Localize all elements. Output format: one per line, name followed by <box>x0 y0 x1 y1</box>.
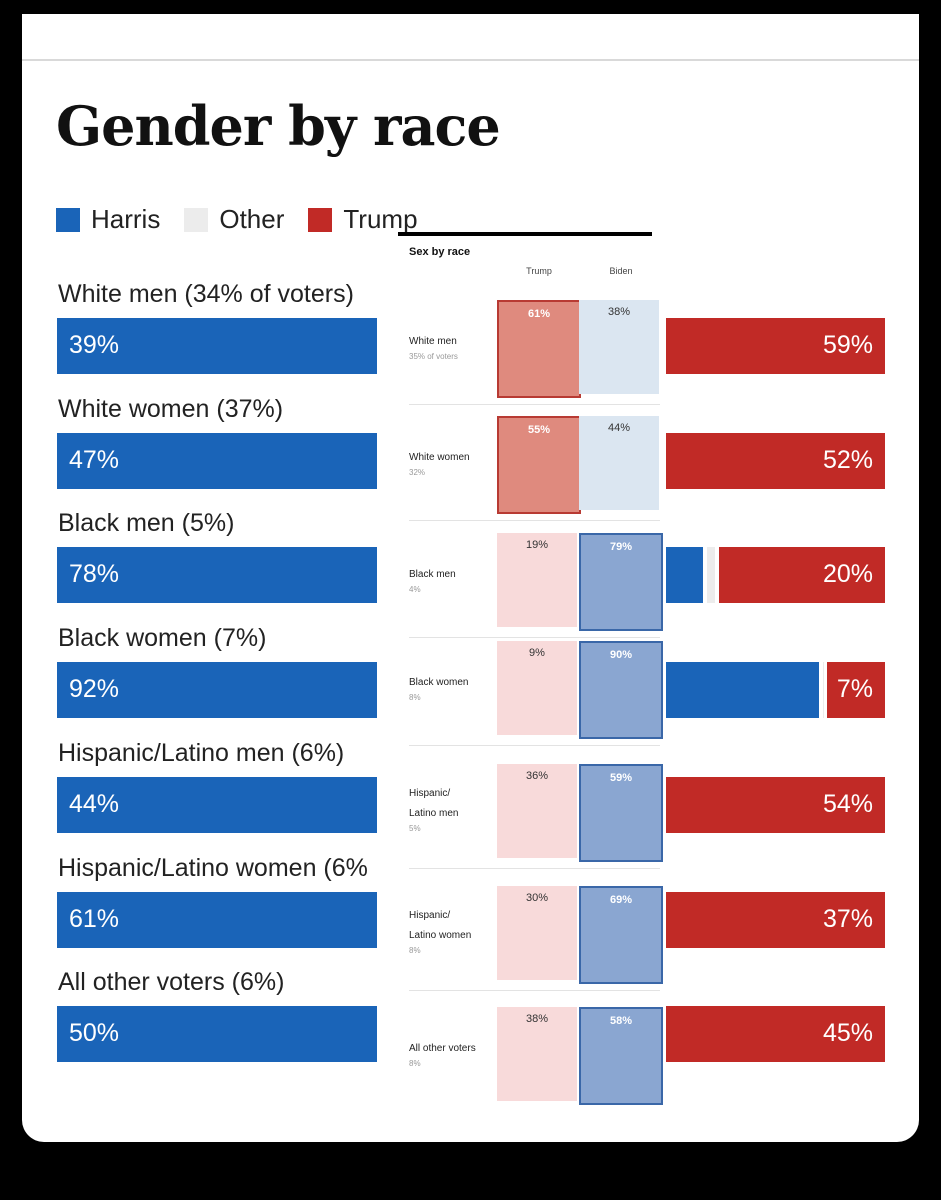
legend-swatch-other <box>184 207 209 232</box>
trump-value-label: 19% <box>525 539 549 551</box>
panel-row: Hispanic/Latino men 5% 36% 59% <box>377 762 666 869</box>
row-label: Black men (5%) <box>58 509 235 538</box>
panel-row: White men 35% of voters 61% 38% <box>377 298 666 405</box>
trump-value-label: 61% <box>527 308 551 320</box>
biden-value-box: 59% <box>579 764 663 862</box>
harris-value-label: 78% <box>69 560 120 589</box>
biden-value-label: 38% <box>607 306 631 318</box>
legend-swatch-harris <box>56 207 80 232</box>
trump-value-label: 54% <box>822 789 873 818</box>
panel-row-label: Black women <box>409 677 469 688</box>
panel-row-share: 8% <box>409 946 421 955</box>
trump-value-box: 36% <box>497 764 577 858</box>
trump-value-label: 7% <box>836 675 873 704</box>
harris-value-label: 50% <box>69 1019 120 1048</box>
trump-value-box: 9% <box>497 641 577 735</box>
column-head-biden: Biden <box>609 266 633 276</box>
panel-row-share: 35% of voters <box>409 352 458 361</box>
panel-row-label: White women <box>409 452 470 463</box>
trump-value-label: 37% <box>822 904 873 933</box>
harris-value-label: 47% <box>69 445 120 474</box>
trump-value-label: 38% <box>525 1013 549 1025</box>
harris-value-label: 92% <box>69 675 120 704</box>
trump-value-box: 38% <box>497 1007 577 1101</box>
panel-row: White women 32% 55% 44% <box>377 414 666 521</box>
harris-value-label: 61% <box>69 904 120 933</box>
panel-row-label: Latino men <box>409 808 459 819</box>
trump-value-box: 19% <box>497 533 577 627</box>
panel-row-label: Hispanic/ <box>409 910 451 921</box>
panel-row-divider <box>409 868 660 869</box>
harris-bar <box>57 318 380 374</box>
trump-value-box: 55% <box>497 416 581 514</box>
panel-row-divider <box>409 404 660 405</box>
row-label: White women (37%) <box>58 394 284 423</box>
row-label: Hispanic/Latino men (6%) <box>58 738 345 767</box>
biden-value-box: 90% <box>579 641 663 739</box>
panel-title: Sex by race <box>409 246 471 258</box>
panel-row-divider <box>409 637 660 638</box>
biden-value-label: 69% <box>609 894 633 906</box>
panel-row-share: 32% <box>409 468 426 477</box>
panel-row-divider <box>409 745 660 746</box>
trump-value-label: 30% <box>525 892 549 904</box>
column-head-trump: Trump <box>526 266 552 276</box>
panel-row-share: 4% <box>409 585 421 594</box>
chart-title: Gender by race <box>56 94 501 158</box>
legend-label-other: Other <box>219 204 285 234</box>
trump-value-label: 59% <box>822 331 873 359</box>
panel-row-share: 8% <box>409 693 421 702</box>
panel-row: All other voters 8% 38% 58% <box>377 1005 666 1109</box>
biden-value-label: 79% <box>609 541 633 553</box>
panel-row: Black women 8% 9% 90% <box>377 639 666 746</box>
harris-bar <box>57 776 422 833</box>
legend: Harris Other Trump <box>56 204 442 235</box>
legend-label-harris: Harris <box>91 204 161 234</box>
biden-value-box: 38% <box>579 300 659 394</box>
panel-row-divider <box>409 990 660 991</box>
other-bar <box>706 547 716 604</box>
biden-value-box: 44% <box>579 416 659 510</box>
panel-row-share: 8% <box>409 1059 421 1068</box>
trump-bar <box>827 662 885 719</box>
trump-bar <box>719 547 885 604</box>
trump-value-label: 20% <box>822 560 873 589</box>
panel-row-label: Hispanic/ <box>409 788 451 799</box>
row-label: White men (34% of voters) <box>58 280 354 308</box>
harris-value-label: 44% <box>69 789 120 818</box>
panel-row-label: Latino women <box>409 930 472 941</box>
legend-label-trump: Trump <box>343 204 418 234</box>
biden-value-box: 69% <box>579 886 663 984</box>
panel-row-label: White men <box>409 336 457 347</box>
panel-row-label: Black men <box>409 569 456 580</box>
sex-by-race-panel: Sex by race Trump Biden White men 35% of … <box>377 232 666 1115</box>
trump-value-box: 30% <box>497 886 577 980</box>
biden-value-box: 79% <box>579 533 663 631</box>
panel-top-rule <box>398 232 652 236</box>
trump-value-label: 36% <box>525 770 549 782</box>
trump-value-box: 61% <box>497 300 581 398</box>
panel-row: Black men 4% 19% 79% <box>377 531 666 638</box>
biden-value-label: 44% <box>607 422 631 434</box>
trump-value-label: 52% <box>822 445 873 474</box>
panel-row-label: All other voters <box>409 1043 476 1054</box>
biden-value-box: 58% <box>579 1007 663 1105</box>
panel-row-share: 5% <box>409 824 421 833</box>
harris-value-label: 39% <box>69 331 120 359</box>
panel-row-divider <box>409 520 660 521</box>
trump-value-label: 55% <box>527 424 551 436</box>
legend-swatch-trump <box>308 207 333 232</box>
trump-value-label: 45% <box>822 1019 873 1048</box>
row-label: All other voters (6%) <box>58 968 285 997</box>
panel-row: Hispanic/Latino women 8% 30% 69% <box>377 884 666 991</box>
trump-value-label: 9% <box>529 647 545 659</box>
row-label: Black women (7%) <box>58 624 267 653</box>
row-label: Hispanic/Latino women (6% <box>58 853 368 882</box>
top-divider <box>22 59 919 61</box>
biden-value-label: 90% <box>609 649 633 661</box>
biden-value-label: 59% <box>609 772 633 784</box>
biden-value-label: 58% <box>609 1015 633 1027</box>
